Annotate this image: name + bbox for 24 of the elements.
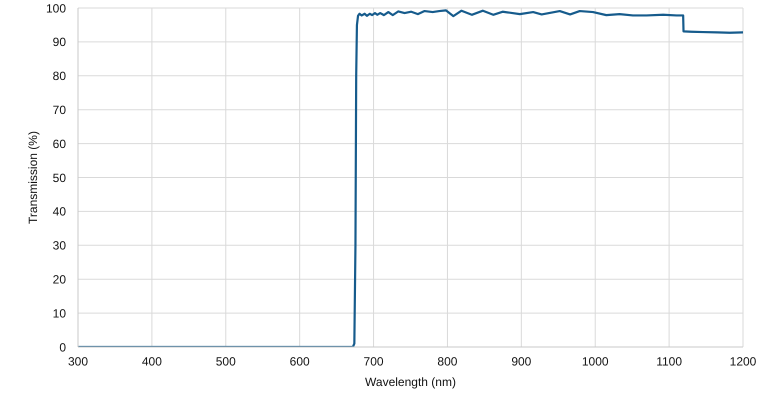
- y-tick-label: 80: [52, 69, 66, 84]
- y-tick-label: 0: [59, 340, 66, 354]
- x-tick-label: 1100: [656, 354, 682, 369]
- line-series: [78, 9, 743, 347]
- y-tick-label: 50: [52, 170, 66, 185]
- y-axis-title: Transmission (%): [26, 131, 40, 224]
- y-tick-label: 10: [52, 306, 66, 320]
- x-tick-label: 800: [437, 354, 458, 369]
- x-tick-label: 1000: [582, 354, 609, 369]
- x-tick-label: 1200: [730, 354, 757, 369]
- y-tick-label: 30: [52, 238, 66, 253]
- y-tick-label: 70: [52, 102, 66, 117]
- y-tick-label: 60: [52, 136, 66, 151]
- x-tick-label: 500: [216, 354, 236, 369]
- x-tick-label: 400: [142, 354, 162, 369]
- y-tick-label: 90: [52, 35, 66, 50]
- x-tick-label: 600: [290, 354, 310, 369]
- x-tick-label: 700: [364, 354, 384, 369]
- x-tick-label: 300: [68, 354, 88, 369]
- y-tick-label: 100: [46, 1, 66, 16]
- x-axis-title: Wavelength (nm): [365, 375, 456, 390]
- y-tick-label: 40: [52, 204, 66, 219]
- x-tick-label: 900: [511, 354, 532, 369]
- y-tick-label: 20: [52, 272, 66, 286]
